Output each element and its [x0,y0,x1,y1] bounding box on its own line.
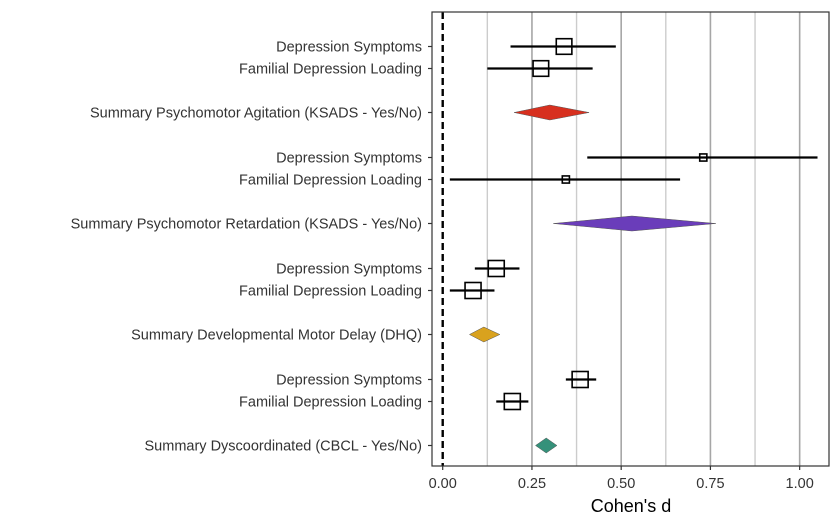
study-row-label: Depression Symptoms [276,40,422,56]
summary-diamond [553,215,716,232]
point-estimate-box [464,281,482,300]
study-row-label: Depression Symptoms [276,151,422,167]
study-row-label: Familial Depression Loading [239,173,422,189]
x-axis: 0.00 0.25 0.50 0.75 1.00 [429,466,814,492]
x-tick-label: 1.00 [786,476,814,492]
x-tick-label: 0.25 [518,476,546,492]
summary-diamond [535,437,558,454]
summary-diamond [514,104,590,121]
point-estimate-box [698,153,708,162]
x-tick-label: 0.00 [429,476,457,492]
point-estimate-box [571,370,589,389]
summary-row-label: Summary Developmental Motor Delay (DHQ) [131,328,422,344]
summary-row-label: Summary Dyscoordinated (CBCL - Yes/No) [145,439,422,455]
x-tick-label: 0.75 [696,476,724,492]
panel-border [431,11,830,467]
study-row-label: Familial Depression Loading [239,62,422,78]
study-row-label: Familial Depression Loading [239,284,422,300]
study-row-label: Depression Symptoms [276,373,422,389]
point-estimate-box [555,37,573,56]
summary-row-label: Summary Psychomotor Retardation (KSADS -… [71,217,422,233]
summary-diamond [468,326,501,343]
point-estimate-box [503,392,522,411]
study-row-label: Familial Depression Loading [239,395,422,411]
x-axis-title: Cohen's d [591,496,672,516]
summary-row-label: Summary Psychomotor Agitation (KSADS - Y… [90,106,422,122]
point-estimate-box [487,259,506,278]
point-estimate-box [561,175,571,184]
row-labels: Depression Symptoms Familial Depression L… [71,40,432,455]
data-marks [449,37,818,454]
x-tick-label: 0.50 [607,476,635,492]
gridlines [486,12,801,466]
study-row-label: Depression Symptoms [276,262,422,278]
point-estimate-box [532,59,550,78]
